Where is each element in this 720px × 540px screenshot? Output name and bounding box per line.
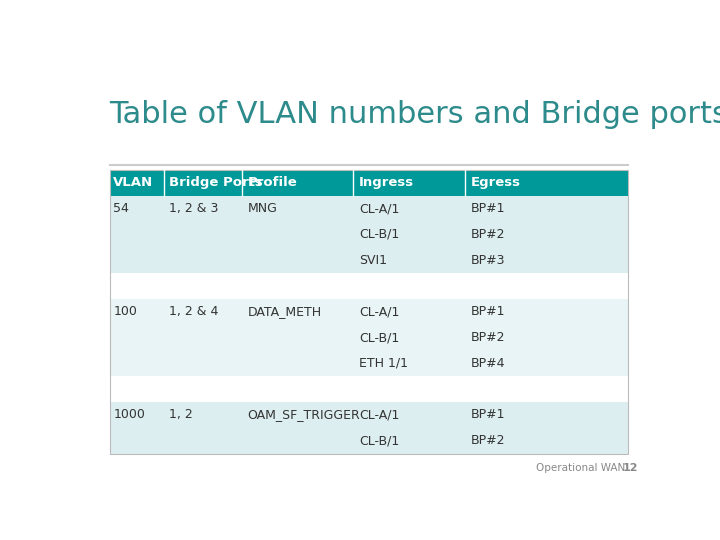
Text: 1000: 1000 [114,408,145,421]
Text: CL-A/1: CL-A/1 [359,202,400,215]
Text: Egress: Egress [471,177,521,190]
Text: BP#1: BP#1 [471,305,505,318]
Text: Profile: Profile [248,177,297,190]
Text: BP#1: BP#1 [471,202,505,215]
Text: BP#4: BP#4 [471,357,505,370]
Text: BP#1: BP#1 [471,408,505,421]
Text: Table of VLAN numbers and Bridge ports: Table of VLAN numbers and Bridge ports [109,100,720,129]
FancyBboxPatch shape [109,299,629,325]
Text: BP#2: BP#2 [471,434,505,447]
FancyBboxPatch shape [109,350,629,376]
Text: MNG: MNG [248,202,277,215]
Text: Bridge Ports: Bridge Ports [169,177,263,190]
Text: VLAN: VLAN [114,177,153,190]
Text: 54: 54 [114,202,130,215]
FancyBboxPatch shape [109,402,629,428]
Text: CL-B/1: CL-B/1 [359,434,399,447]
Text: CL-A/1: CL-A/1 [359,408,400,421]
FancyBboxPatch shape [109,170,629,196]
Text: CL-B/1: CL-B/1 [359,331,399,344]
Text: DATA_METH: DATA_METH [248,305,322,318]
Text: 12: 12 [623,463,639,473]
Text: CL-A/1: CL-A/1 [359,305,400,318]
Text: Ingress: Ingress [359,177,414,190]
Text: CL-B/1: CL-B/1 [359,228,399,241]
Text: RAD: RAD [616,49,662,73]
FancyBboxPatch shape [109,247,629,273]
Text: BP#2: BP#2 [471,331,505,344]
Text: 1, 2 & 3: 1, 2 & 3 [169,202,219,215]
Text: BP#2: BP#2 [471,228,505,241]
Text: ETH 1/1: ETH 1/1 [359,357,408,370]
Text: BP#3: BP#3 [471,254,505,267]
Text: 1, 2 & 4: 1, 2 & 4 [169,305,219,318]
FancyBboxPatch shape [109,221,629,247]
FancyBboxPatch shape [109,325,629,350]
FancyBboxPatch shape [109,376,629,402]
Text: Your Network's Edge: Your Network's Edge [606,91,672,97]
Text: 1, 2: 1, 2 [169,408,193,421]
FancyBboxPatch shape [109,273,629,299]
Text: 100: 100 [114,305,138,318]
FancyBboxPatch shape [109,196,629,221]
Text: SVI1: SVI1 [359,254,387,267]
Text: OAM_SF_TRIGGER: OAM_SF_TRIGGER [248,408,360,421]
FancyBboxPatch shape [109,428,629,454]
Text: Operational WAN: Operational WAN [536,463,626,473]
